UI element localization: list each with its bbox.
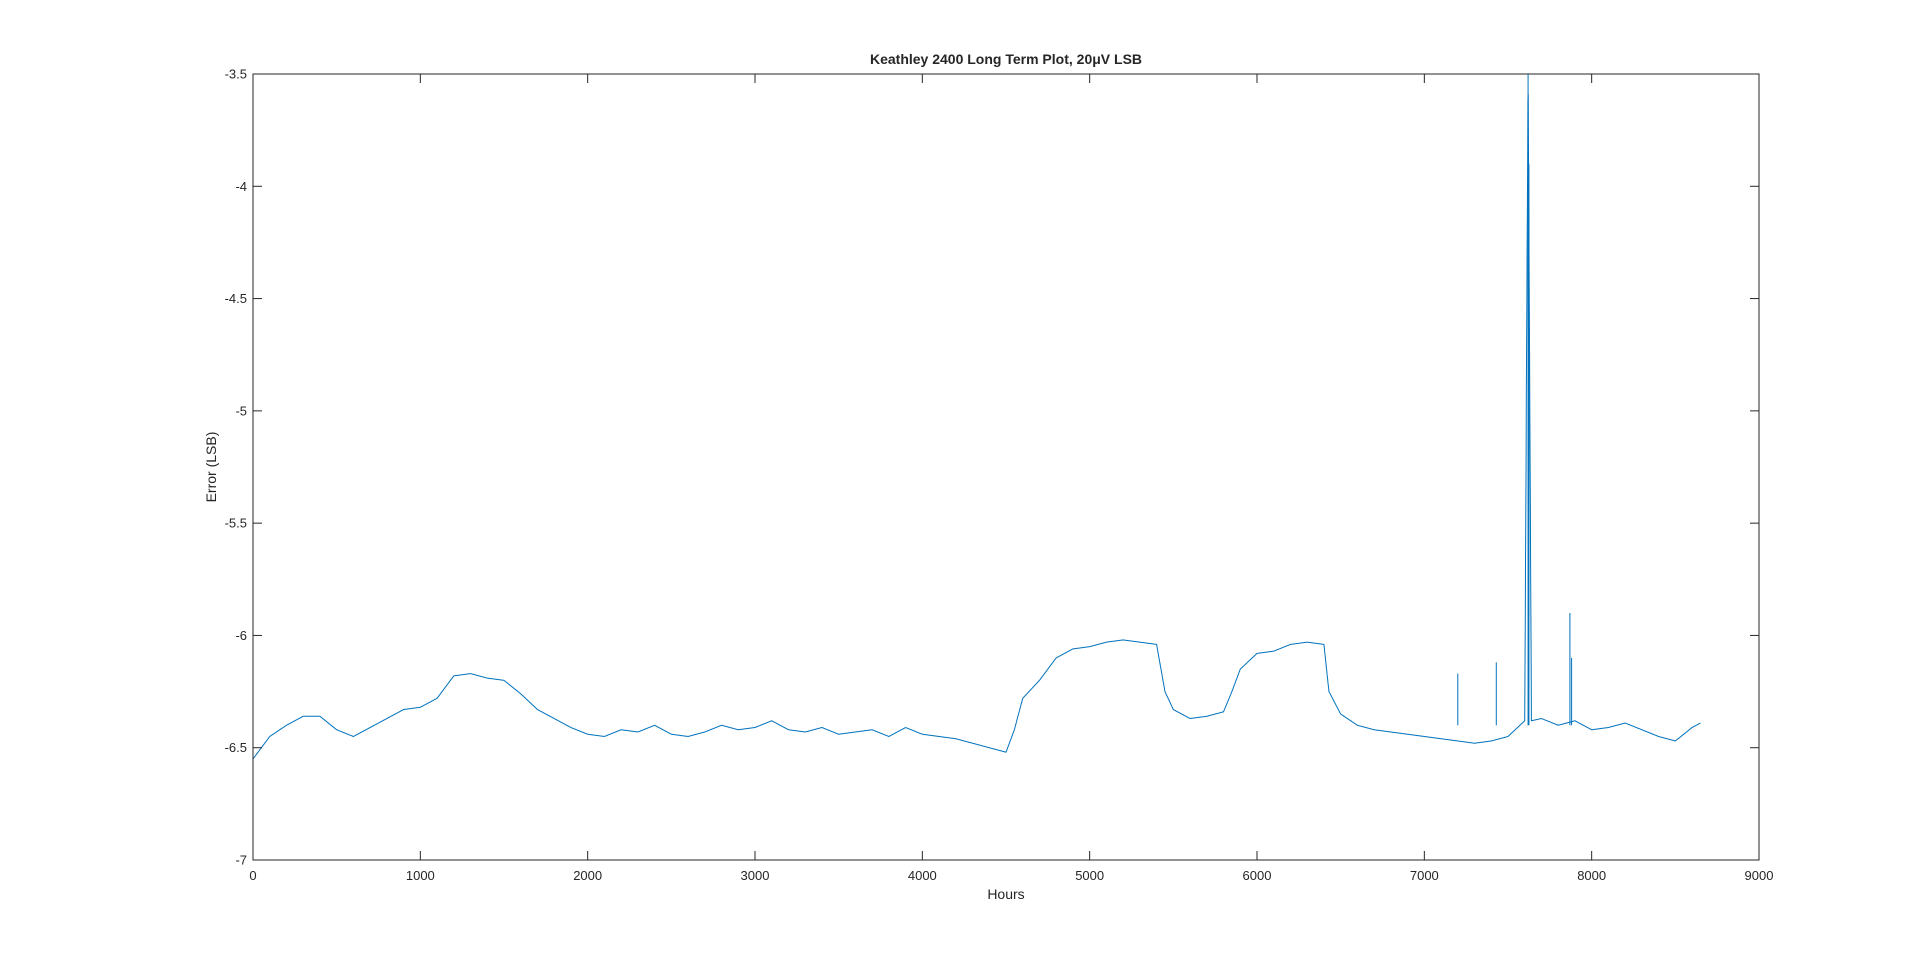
- plot-area: [252, 73, 1760, 861]
- series-layer: [252, 74, 1701, 760]
- x-tick-label: 7000: [1410, 868, 1439, 883]
- x-tick-label: 8000: [1577, 868, 1606, 883]
- y-tick-label: -6: [235, 628, 247, 643]
- y-tick-label: -4.5: [225, 291, 247, 306]
- plot-background: [253, 74, 1759, 860]
- plot-box: [252, 73, 1760, 861]
- x-tick-label: 3000: [741, 868, 770, 883]
- chart-title: Keathley 2400 Long Term Plot, 20μV LSB: [870, 51, 1142, 67]
- x-tick-label: 6000: [1243, 868, 1272, 883]
- y-tick-label: -6.5: [225, 740, 247, 755]
- y-tick-label: -5.5: [225, 516, 247, 531]
- x-tick-label: 0: [249, 868, 256, 883]
- x-tick-label: 4000: [908, 868, 937, 883]
- series-line: [252, 93, 1701, 760]
- y-tick-label: -3.5: [225, 67, 247, 82]
- y-tick-label: -5: [235, 403, 247, 418]
- x-tick-label: 2000: [573, 868, 602, 883]
- x-tick-label: 9000: [1745, 868, 1774, 883]
- x-tick-label: 5000: [1075, 868, 1104, 883]
- y-tick-labels: -3.5 -4 -4.5 -5 -5.5 -6 -6.5 -7: [225, 67, 247, 868]
- y-tick-label: -7: [235, 853, 247, 868]
- y-tick-label: -4: [235, 179, 247, 194]
- y-axis-label: Error (LSB): [203, 432, 219, 503]
- x-tick-label: 1000: [406, 868, 435, 883]
- x-axis-label: Hours: [987, 886, 1024, 902]
- x-tick-labels: 0 1000 2000 3000 4000 5000 6000 7000 8000 9000: [249, 868, 1773, 883]
